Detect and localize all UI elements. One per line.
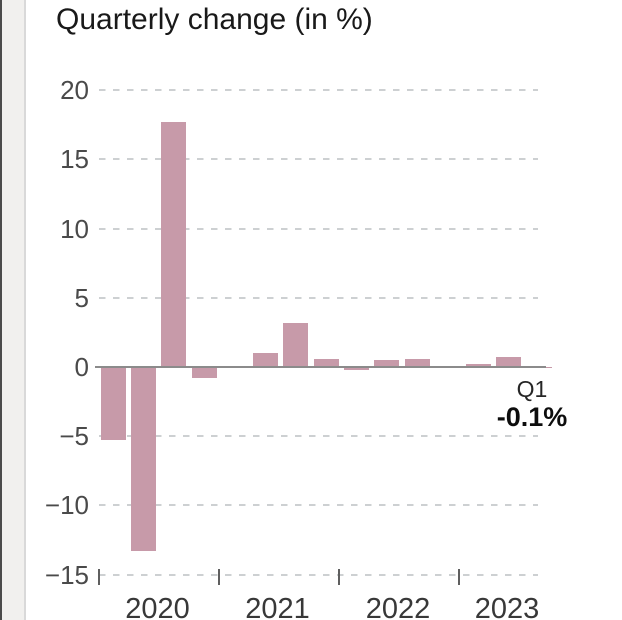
gridline--5 <box>99 435 538 438</box>
bar-2022-q2 <box>374 360 400 367</box>
panel-gutter <box>2 0 24 620</box>
bar-2022-q3 <box>404 358 430 367</box>
x-axis-year-label: 2021 <box>245 593 310 620</box>
gridline--10 <box>99 504 538 507</box>
latest-value-annotation: Q1 -0.1% <box>452 376 612 432</box>
y-axis-tick-label: 10 <box>60 213 89 244</box>
y-axis-tick-label: −10 <box>44 490 89 521</box>
bar-2020-q4 <box>191 367 217 379</box>
gridline-10 <box>99 227 538 230</box>
y-axis-tick-label: −5 <box>59 421 89 452</box>
x-axis-year-label: 2020 <box>125 593 190 620</box>
annotation-quarter-label: Q1 <box>516 376 548 402</box>
x-axis-year-label: 2022 <box>365 593 431 620</box>
y-axis-tick-label: 0 <box>74 352 89 382</box>
x-axis-tick <box>458 569 460 585</box>
chart-title: Quarterly change (in %) <box>56 3 373 36</box>
y-axis-tick-label: 15 <box>60 144 89 175</box>
bar-2021-q3 <box>283 322 309 367</box>
bar-2020-q2 <box>130 367 156 552</box>
gridline-5 <box>99 296 538 299</box>
window-left-edge <box>0 0 2 620</box>
y-axis-tick-label: 20 <box>60 75 89 106</box>
bar-2020-q3 <box>161 122 187 367</box>
x-axis-year-label: 2023 <box>474 593 540 620</box>
x-axis-tick <box>98 569 100 585</box>
y-axis-tick-label: −15 <box>44 559 89 590</box>
gridline--15 <box>99 573 538 576</box>
bar-2020-q1 <box>100 367 126 441</box>
bar-2021-q4 <box>313 358 339 367</box>
x-axis-tick <box>338 569 340 585</box>
gridline-15 <box>99 158 538 161</box>
bar-2023-q2 <box>496 357 522 367</box>
bar-2022-q1 <box>343 367 369 370</box>
panel-border <box>24 0 26 620</box>
annotation-value-label: -0.1% <box>496 402 568 432</box>
bar-2023-q1 <box>465 364 491 367</box>
y-axis-tick-label: 5 <box>74 282 89 313</box>
bar-2021-q2 <box>252 353 278 367</box>
x-axis-tick <box>217 569 220 585</box>
zero-axis-line <box>95 366 546 368</box>
gridline-20 <box>99 89 538 92</box>
